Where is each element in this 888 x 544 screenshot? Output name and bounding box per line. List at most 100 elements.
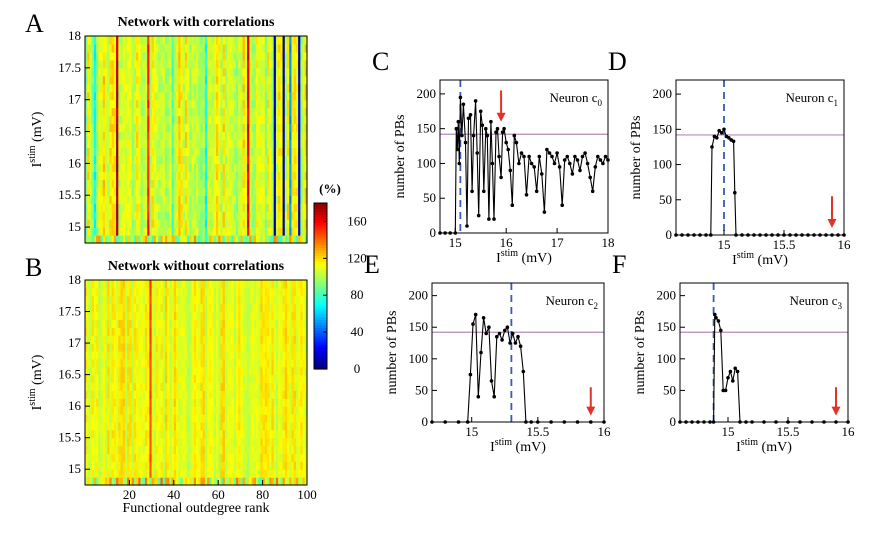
data-point-C <box>490 161 495 166</box>
data-point-C <box>506 147 511 152</box>
y-tick-label-B: 18 <box>68 272 81 287</box>
data-point-D <box>727 136 731 140</box>
data-point-F <box>716 319 721 323</box>
data-point-C <box>522 154 526 159</box>
data-point-C <box>560 203 564 207</box>
data-point-F <box>719 328 723 333</box>
data-point-C <box>596 154 600 159</box>
y-tick-label-B: 15 <box>68 461 81 476</box>
y-tick-label-D: 100 <box>653 157 673 172</box>
plot-frame-F <box>679 282 849 423</box>
data-point-C <box>537 154 542 159</box>
data-point-C <box>575 158 580 162</box>
data-point-E <box>500 338 504 342</box>
heatmap-frame-A <box>84 35 308 244</box>
data-point-D <box>722 127 726 132</box>
data-point-C <box>573 154 577 159</box>
data-point-F <box>733 366 737 371</box>
data-point-E <box>503 328 507 333</box>
data-point-C <box>470 189 474 194</box>
y-axis-label-C: number of PBs <box>393 115 408 199</box>
neuron-annotation-E: Neuron c2 <box>545 293 598 311</box>
data-point-F <box>723 388 728 393</box>
colorbar-tick-label: 160 <box>347 213 367 228</box>
data-point-E <box>471 322 475 326</box>
data-point-E <box>489 379 494 383</box>
series-line-C <box>440 97 609 234</box>
data-point-C <box>502 126 506 131</box>
data-point-E <box>516 334 520 339</box>
y-tick-label-F: 0 <box>670 414 677 429</box>
data-point-E <box>510 331 515 336</box>
panel-title-B: Network without correlations <box>108 259 285 274</box>
red-arrow-head-C <box>496 112 506 122</box>
data-point-C <box>454 126 459 131</box>
data-point-C <box>487 217 491 221</box>
data-point-C <box>583 151 587 155</box>
y-tick-label-D: 200 <box>653 86 673 101</box>
data-point-C <box>527 154 531 159</box>
data-point-C <box>504 140 509 145</box>
data-point-C <box>519 151 524 155</box>
line-panel-C: C 0 50 100 150 200 15 16 17 18 Neuron c0 Istim (mV)… <box>372 47 615 266</box>
heatmap-cells-B <box>85 280 308 486</box>
data-point-E <box>481 316 486 320</box>
y-tick-label-A: 16.5 <box>58 124 81 139</box>
panel-letter-E: E <box>364 250 380 279</box>
x-tick-label-B: 20 <box>123 487 136 502</box>
data-point-F <box>735 369 740 374</box>
data-point-C <box>529 161 534 166</box>
plot-frame-E <box>431 282 605 423</box>
data-point-E <box>518 344 523 349</box>
x-tick-label-F: 16 <box>842 424 856 439</box>
data-point-E <box>487 325 491 330</box>
data-point-C <box>524 193 529 197</box>
data-point-C <box>593 165 598 169</box>
data-point-C <box>532 165 536 169</box>
x-tick-label-C: 17 <box>551 235 565 250</box>
y-tick-label-E: 150 <box>409 319 429 334</box>
data-point-F <box>726 376 730 380</box>
data-point-C <box>466 116 471 121</box>
data-point-C <box>458 95 463 100</box>
y-tick-label-A: 15 <box>68 219 81 234</box>
panel-title-A: Network with correlations <box>118 15 275 30</box>
y-axis-label-F: number of PBs <box>633 311 648 395</box>
y-tick-label-F: 150 <box>657 319 677 334</box>
line-panel-D: D 0 50 100 150 200 15 15.5 16 Neuron c1 Istim (mV)… <box>608 47 851 268</box>
red-arrow-head-E <box>586 406 596 416</box>
data-point-E <box>505 325 510 330</box>
data-point-C <box>555 151 559 155</box>
data-point-C <box>512 133 517 138</box>
y-tick-label-C: 50 <box>423 190 436 205</box>
data-point-C <box>485 133 490 138</box>
data-point-C <box>492 217 496 221</box>
data-point-F <box>731 379 735 383</box>
x-tick-label-F: 15 <box>722 424 735 439</box>
data-point-D <box>710 145 714 149</box>
line-panel-F: F 0 50 100 150 200 15 15.5 16 Neuron c3 Istim (mV)… <box>612 250 855 455</box>
y-tick-label-A: 16 <box>68 155 82 170</box>
data-point-D <box>715 136 719 140</box>
data-point-C <box>482 189 486 194</box>
x-axis-label-F: Istim (mV) <box>736 437 792 455</box>
x-axis-label-D: Istim (mV) <box>732 250 788 268</box>
y-tick-label-F: 100 <box>657 351 677 366</box>
x-tick-label-B: 60 <box>212 487 225 502</box>
panel-letter-C: C <box>372 47 389 76</box>
data-point-F <box>713 312 717 317</box>
y-tick-label-B: 17.5 <box>58 304 81 319</box>
data-point-C <box>562 158 567 162</box>
data-point-C <box>540 172 544 176</box>
neuron-annotation-C: Neuron c0 <box>549 90 602 108</box>
x-axis-label-B: Functional outdegree rank <box>123 501 270 516</box>
data-point-C <box>588 175 592 180</box>
x-tick-label-B: 100 <box>297 487 317 502</box>
data-point-E <box>473 312 478 317</box>
data-point-C <box>478 109 483 114</box>
panel-letter-D: D <box>608 47 627 76</box>
data-point-C <box>542 210 547 214</box>
data-point-E <box>521 369 526 374</box>
y-axis-label-A: Istim (mV) <box>27 111 45 167</box>
x-axis-label-C: Istim (mV) <box>496 248 552 266</box>
